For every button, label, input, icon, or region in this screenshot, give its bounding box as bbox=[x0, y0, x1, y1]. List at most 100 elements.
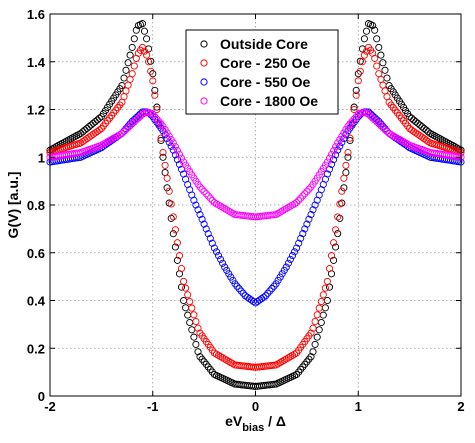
data-point bbox=[122, 66, 130, 74]
data-point bbox=[299, 230, 307, 238]
data-point bbox=[350, 115, 358, 123]
data-point bbox=[169, 139, 177, 147]
data-point bbox=[126, 51, 134, 59]
data-point bbox=[362, 47, 371, 55]
data-point bbox=[262, 292, 270, 300]
data-point bbox=[272, 361, 280, 369]
legend-label: Core - 1800 Oe bbox=[220, 93, 318, 109]
y-tick-label: 1 bbox=[38, 150, 45, 165]
data-point bbox=[151, 91, 159, 99]
data-point bbox=[284, 259, 292, 267]
data-point bbox=[112, 133, 120, 141]
data-point bbox=[276, 208, 284, 216]
data-point bbox=[118, 129, 126, 137]
data-point bbox=[371, 26, 379, 34]
data-point bbox=[282, 263, 290, 271]
data-point bbox=[217, 353, 225, 361]
data-point bbox=[260, 293, 268, 301]
data-point bbox=[303, 187, 311, 196]
x-tick-label: -2 bbox=[44, 399, 56, 414]
data-point bbox=[364, 110, 373, 118]
data-point bbox=[124, 124, 132, 132]
data-point bbox=[340, 135, 348, 143]
data-point bbox=[161, 168, 169, 177]
data-point bbox=[290, 248, 299, 256]
data-point bbox=[293, 199, 301, 207]
data-point bbox=[184, 311, 192, 319]
data-point bbox=[264, 289, 272, 297]
data-point bbox=[422, 126, 430, 134]
data-point bbox=[305, 355, 313, 363]
data-point bbox=[132, 116, 140, 124]
data-point bbox=[360, 35, 368, 43]
data-point bbox=[369, 114, 377, 122]
data-point bbox=[295, 196, 303, 204]
data-point bbox=[204, 192, 212, 200]
data-point bbox=[151, 86, 159, 94]
data-point bbox=[202, 225, 210, 233]
data-point bbox=[214, 252, 223, 260]
data-point bbox=[362, 27, 371, 35]
data-point bbox=[120, 74, 128, 82]
data-point bbox=[186, 297, 194, 306]
data-point bbox=[177, 264, 186, 273]
data-point bbox=[128, 43, 136, 51]
data-point bbox=[149, 110, 157, 118]
data-point bbox=[321, 284, 329, 292]
data-point bbox=[350, 105, 358, 114]
data-point bbox=[159, 127, 167, 135]
data-point bbox=[143, 35, 151, 43]
data-point bbox=[206, 194, 214, 202]
data-point bbox=[237, 287, 245, 295]
data-point bbox=[284, 354, 292, 362]
ticks: -2 -1 0 1 2 0 0.2 0.4 0.6 0.8 1 1.2 1.4 1.6 bbox=[27, 7, 465, 414]
data-point bbox=[210, 244, 218, 252]
data-point bbox=[198, 185, 206, 193]
data-point bbox=[288, 351, 297, 359]
data-point bbox=[420, 124, 428, 132]
data-point bbox=[200, 220, 208, 228]
legend-marker bbox=[200, 59, 208, 67]
data-point bbox=[395, 135, 403, 143]
data-point bbox=[377, 120, 385, 128]
data-point bbox=[348, 117, 356, 125]
data-point bbox=[147, 67, 155, 75]
data-point bbox=[369, 21, 377, 30]
data-point bbox=[151, 113, 159, 121]
data-point bbox=[344, 153, 352, 161]
data-point bbox=[313, 333, 321, 341]
data-point bbox=[414, 119, 422, 127]
y-axis-label: G(V) [a.u.] bbox=[5, 172, 21, 239]
data-point bbox=[311, 201, 319, 209]
y-tick-label: 1.4 bbox=[27, 55, 46, 70]
data-point bbox=[293, 370, 301, 379]
data-point bbox=[97, 141, 105, 149]
series-3 bbox=[46, 108, 465, 221]
data-point bbox=[140, 47, 149, 55]
data-point bbox=[272, 280, 280, 288]
y-tick-label: 0 bbox=[38, 389, 45, 404]
data-point bbox=[212, 248, 221, 256]
data-point bbox=[280, 206, 288, 214]
data-point bbox=[284, 203, 292, 211]
data-point bbox=[309, 348, 317, 356]
data-point bbox=[159, 153, 167, 161]
data-point bbox=[173, 147, 181, 155]
data-point bbox=[177, 154, 186, 162]
data-point bbox=[163, 174, 171, 182]
data-point bbox=[169, 230, 177, 238]
data-point bbox=[309, 324, 317, 332]
data-point bbox=[132, 26, 140, 34]
data-point bbox=[288, 201, 297, 209]
data-point bbox=[307, 210, 315, 219]
data-point bbox=[231, 280, 239, 288]
data-point bbox=[332, 243, 340, 251]
data-point bbox=[385, 129, 393, 137]
data-point bbox=[293, 244, 301, 252]
data-point bbox=[381, 126, 389, 134]
data-point bbox=[270, 380, 278, 388]
data-point bbox=[332, 151, 340, 159]
data-point bbox=[192, 201, 200, 209]
data-point bbox=[317, 297, 325, 306]
data-point bbox=[225, 207, 233, 215]
